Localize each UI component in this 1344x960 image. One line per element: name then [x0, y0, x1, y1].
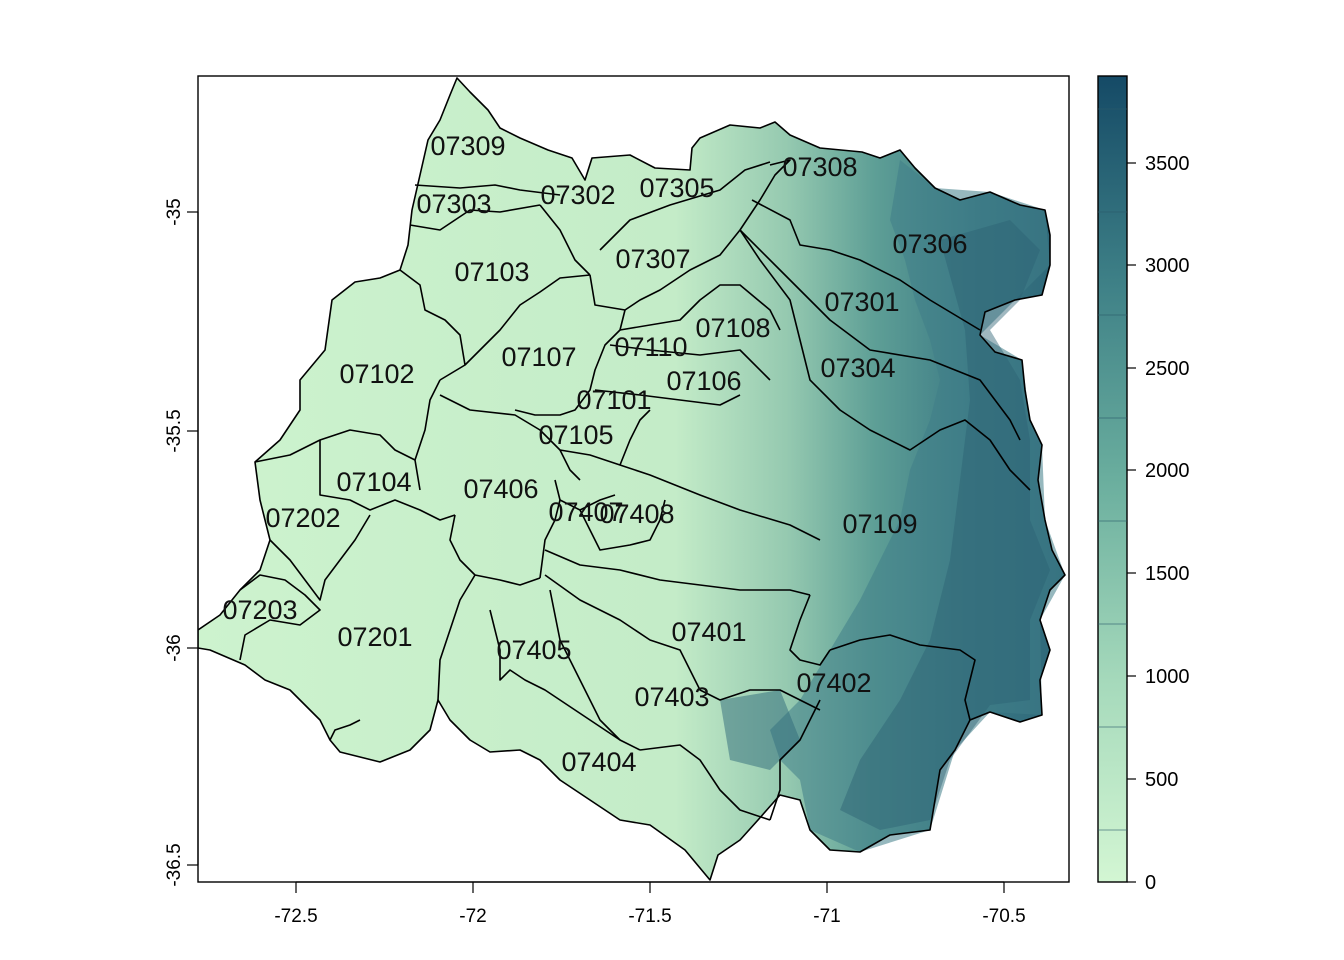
region-label: 07402 [796, 668, 871, 698]
region-label: 07109 [842, 509, 917, 539]
region-label: 07106 [666, 366, 741, 396]
region-label: 07307 [615, 244, 690, 274]
colorbar-tick-label: 2000 [1145, 460, 1190, 482]
region-label: 07304 [820, 353, 895, 383]
colorbar-tick-label: 3000 [1145, 255, 1190, 277]
x-tick-label: -71.5 [628, 906, 671, 927]
region-label: 07203 [222, 595, 297, 625]
elevation-surface [198, 78, 1065, 880]
region-label: 07403 [634, 682, 709, 712]
district-boundaries [198, 77, 1066, 881]
region-label: 07202 [265, 503, 340, 533]
y-tick-label: -35.5 [164, 409, 185, 452]
region-label: 07305 [639, 173, 714, 203]
colorbar-tick-label: 2500 [1145, 358, 1190, 380]
region-label: 07110 [614, 332, 687, 362]
region-labels: 07309 07308 07303 07302 07305 07306 0710… [222, 131, 967, 777]
region-label: 07104 [336, 467, 411, 497]
y-axis: -35 -35.5 -36 -36.5 [164, 198, 199, 887]
region-label: 07404 [561, 747, 636, 777]
region-label: 07101 [576, 385, 651, 415]
region-label: 07406 [463, 474, 538, 504]
colorbar-tick-label: 1000 [1145, 666, 1190, 688]
region-label: 07102 [339, 359, 414, 389]
colorbar-tick-label: 0 [1145, 872, 1156, 894]
region-label: 07107 [501, 342, 576, 372]
y-tick-label: -35 [164, 198, 185, 225]
region-label: 07407 [548, 497, 623, 527]
y-tick-label: -36.5 [164, 843, 185, 886]
colorbar-tick-label: 3500 [1145, 153, 1190, 175]
colorbar-tick-label: 500 [1145, 769, 1178, 791]
region-label: 07201 [337, 622, 412, 652]
colorbar: 0 500 1000 1500 2000 2500 3000 3500 [1097, 75, 1190, 894]
region-label: 07303 [416, 189, 491, 219]
region-label: 07401 [671, 617, 746, 647]
region-label: 07302 [540, 180, 615, 210]
region-label: 07108 [695, 313, 770, 343]
x-tick-label: -70.5 [982, 906, 1025, 927]
region-label: 07309 [430, 131, 505, 161]
region-label: 07308 [782, 152, 857, 182]
region-label: 07105 [538, 420, 613, 450]
x-tick-label: -72.5 [274, 906, 317, 927]
x-tick-label: -72 [459, 906, 486, 927]
colorbar-tick-label: 1500 [1145, 563, 1190, 585]
region-label: 07306 [892, 229, 967, 259]
x-axis: -72.5 -72 -71.5 -71 -70.5 [274, 881, 1026, 927]
region-label: 07408 [599, 499, 674, 529]
y-tick-label: -36 [164, 634, 185, 661]
region-label: 07405 [496, 635, 571, 665]
region-label: 07301 [824, 287, 899, 317]
x-tick-label: -71 [813, 906, 840, 927]
region-label: 07103 [454, 257, 529, 287]
colorbar-ramp [1097, 75, 1128, 883]
